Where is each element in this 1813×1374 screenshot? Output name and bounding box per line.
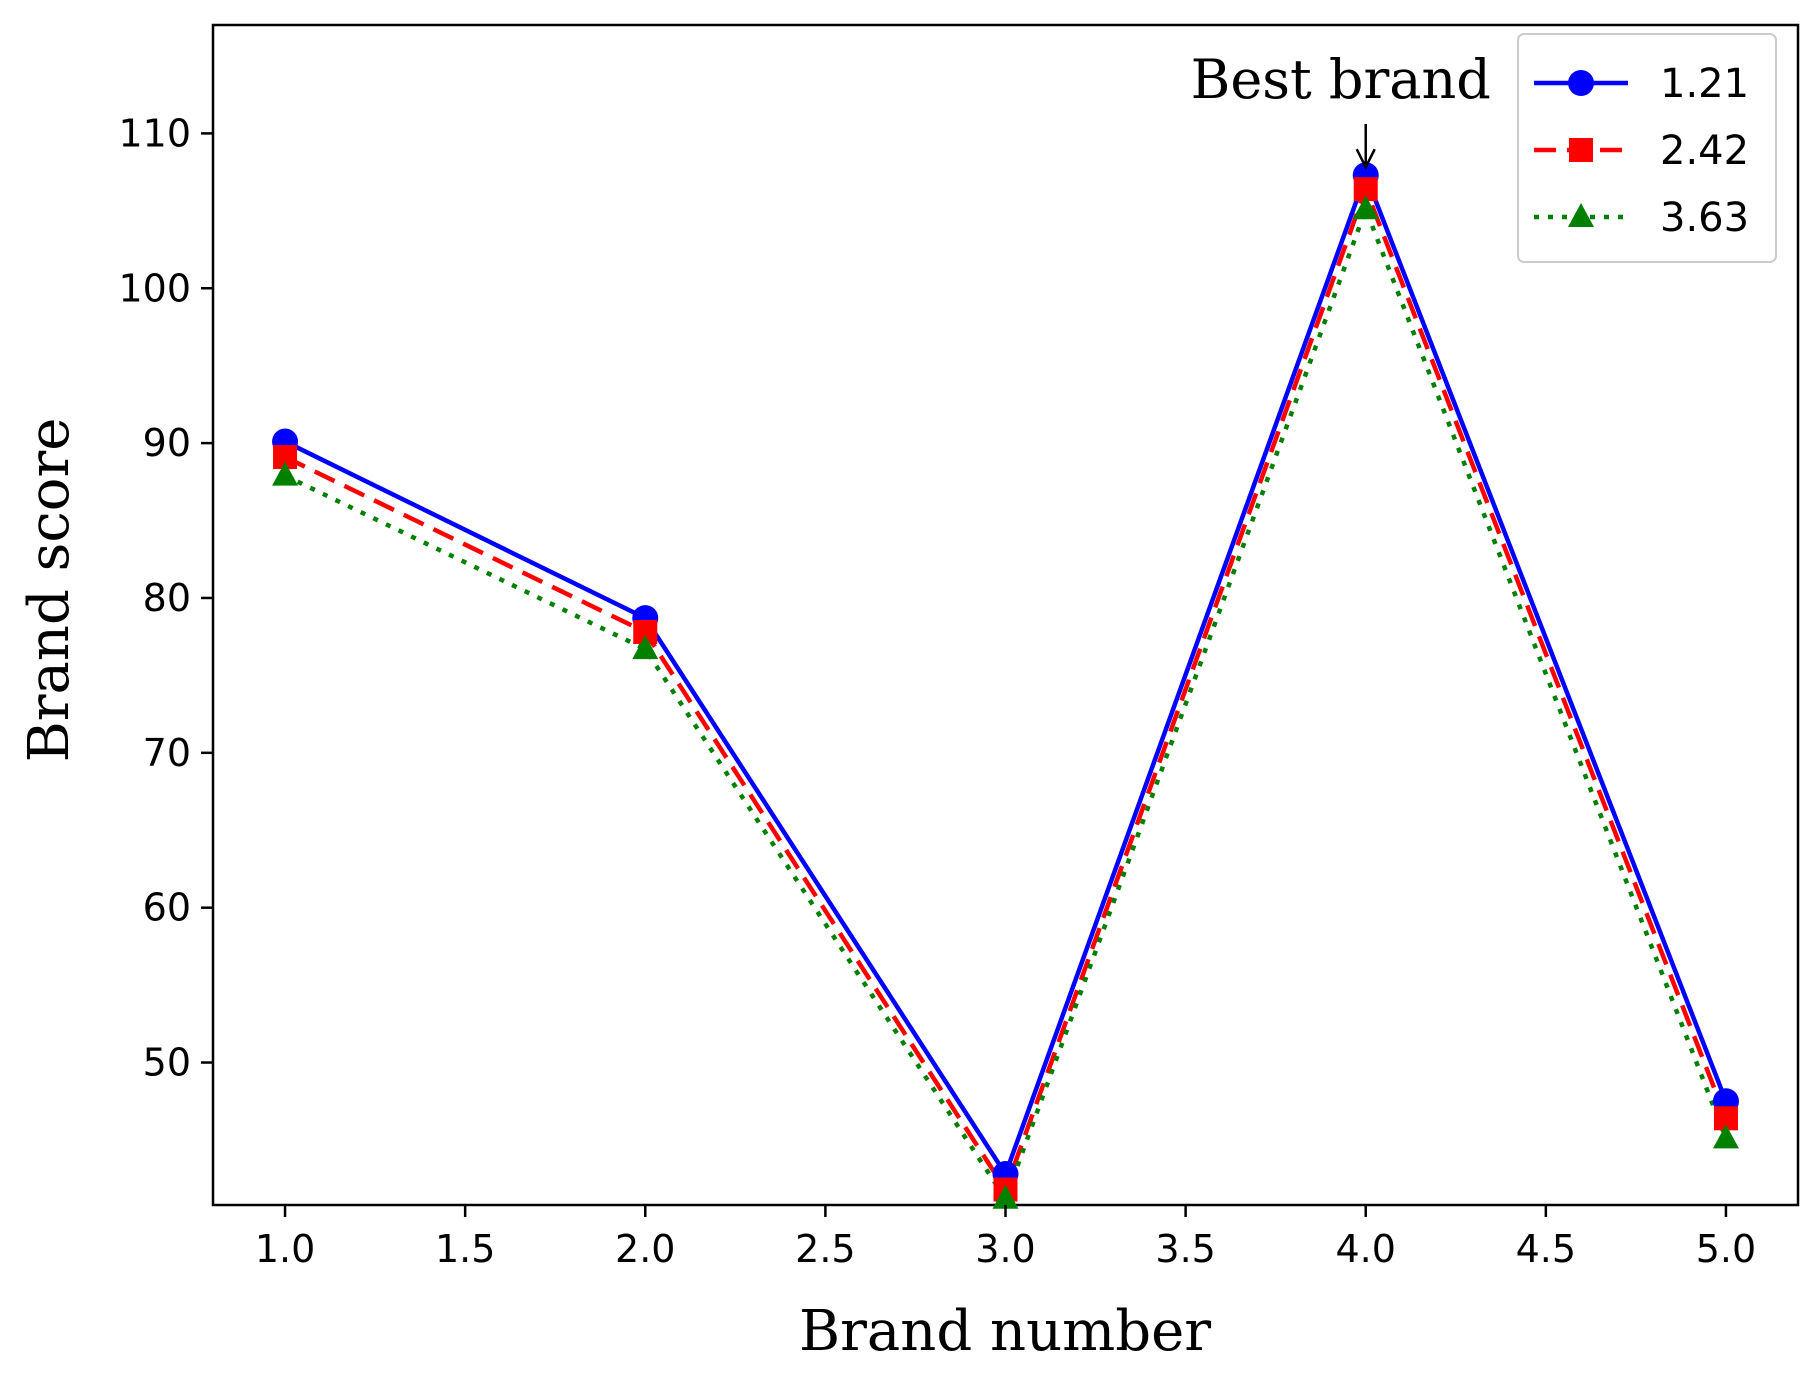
x-tick-label: 2.5	[795, 1227, 855, 1271]
legend-marker-3	[1568, 203, 1594, 227]
data-point-series-3	[992, 1184, 1019, 1209]
y-tick-label: 90	[143, 421, 191, 465]
data-point-series-3	[1712, 1124, 1739, 1149]
x-tick-label: 3.0	[975, 1227, 1035, 1271]
series-markers	[272, 162, 1739, 1209]
x-tick-label: 3.5	[1155, 1227, 1215, 1271]
legend-label-1: 1.21	[1660, 61, 1749, 107]
y-tick-label: 70	[143, 731, 191, 775]
legend-label-3: 3.63	[1660, 195, 1749, 241]
x-axis-ticks: 1.0 1.5 2.0 2.5 3.0 3.5 4.0 4.5 5.0	[255, 1205, 1756, 1271]
annotation-arrow-head	[1355, 148, 1376, 171]
x-axis-title: Brand number	[799, 1299, 1211, 1364]
y-tick-label: 50	[143, 1041, 191, 1085]
legend-label-2: 2.42	[1660, 128, 1749, 174]
y-axis-ticks: 50 60 70 80 90 100 110	[118, 111, 213, 1085]
legend: 1.21 2.42 3.63	[1517, 33, 1777, 263]
x-tick-label: 5.0	[1696, 1227, 1756, 1271]
x-tick-label: 4.0	[1336, 1227, 1396, 1271]
best-brand-annotation: Best brand	[1191, 48, 1491, 171]
y-tick-label: 80	[143, 576, 191, 620]
x-tick-label: 1.5	[435, 1227, 495, 1271]
legend-marker-1	[1568, 70, 1594, 96]
data-point-series-3	[1352, 195, 1379, 220]
legend-marker-2	[1569, 138, 1593, 162]
series-line-3	[284, 202, 1729, 1204]
x-tick-label: 1.0	[255, 1227, 315, 1271]
x-tick-label: 4.5	[1516, 1227, 1576, 1271]
y-tick-label: 110	[118, 111, 191, 155]
x-tick-label: 2.0	[615, 1227, 675, 1271]
y-axis-title: Brand score	[17, 418, 82, 763]
y-tick-label: 60	[143, 886, 191, 930]
annotation-text: Best brand	[1191, 48, 1491, 111]
data-point-series-3	[272, 461, 299, 486]
y-tick-label: 100	[118, 266, 191, 310]
data-point-series-3	[632, 635, 659, 660]
